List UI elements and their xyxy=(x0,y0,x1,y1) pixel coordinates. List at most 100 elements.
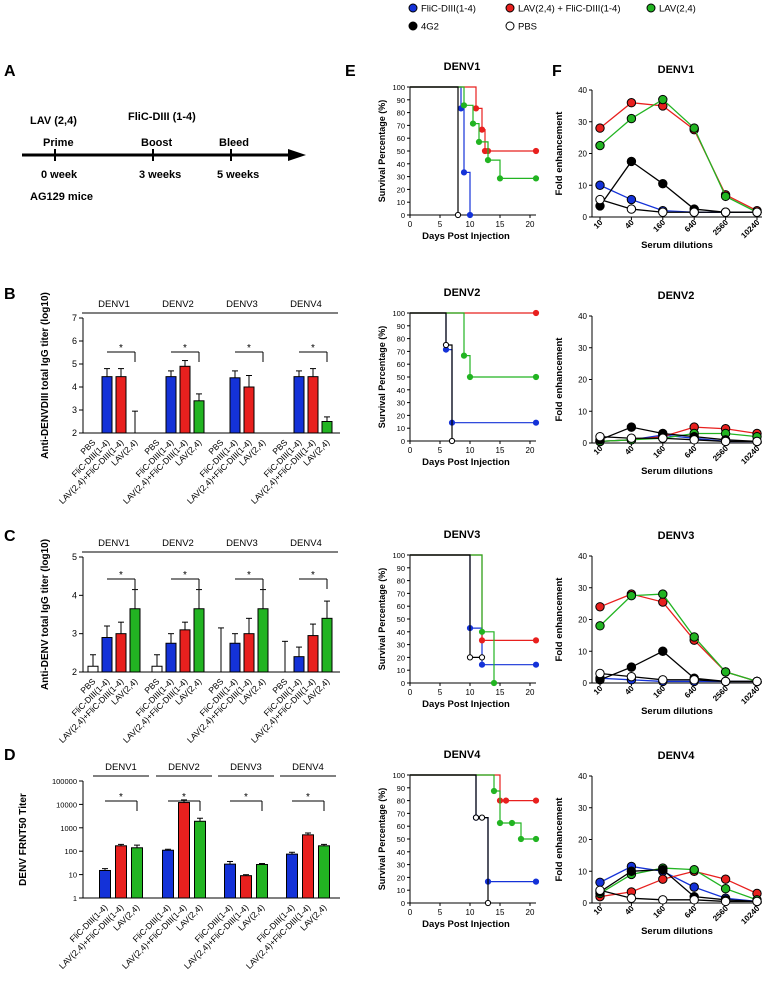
x-tick-label: 0 xyxy=(408,908,413,917)
survival-point xyxy=(478,637,486,644)
bar xyxy=(115,633,127,673)
x-tick-label: 5 xyxy=(438,688,443,697)
legend-marker xyxy=(505,21,515,31)
y-axis-label: Fold enhancement xyxy=(554,111,565,196)
y-tick-label: 1000 xyxy=(60,824,77,833)
x-tick-label: 2560 xyxy=(711,684,730,703)
group-label: DENV3 xyxy=(230,762,262,773)
y-tick-label: 0 xyxy=(401,211,405,220)
x-tick-label: 2560 xyxy=(711,904,730,923)
survival-point xyxy=(532,637,540,644)
enhancement-line xyxy=(599,160,757,213)
enhancement-point xyxy=(595,885,605,895)
x-tick-label: 10 xyxy=(466,446,475,455)
bar xyxy=(307,376,319,434)
bar xyxy=(293,656,305,673)
enhancement-point xyxy=(689,864,699,875)
y-tick-label: 30 xyxy=(578,344,587,353)
enhancement-point xyxy=(626,866,637,876)
x-axis-label: Days Post Injection xyxy=(422,699,510,710)
figure-legend: FliC-DIII(1-4) LAV(2,4) + FliC-DIII(1-4) L… xyxy=(408,3,696,33)
significance-star: * xyxy=(306,792,310,803)
enhancement-line xyxy=(599,436,757,443)
x-tick-label: 15 xyxy=(496,908,505,917)
enhancement-point xyxy=(658,895,668,905)
bar xyxy=(243,633,255,673)
x-tick-label: 10240 xyxy=(739,218,761,240)
timeline-event-label: Boost xyxy=(141,137,173,149)
significance-star: * xyxy=(247,570,251,581)
enhancement-point xyxy=(658,864,668,875)
survival-line xyxy=(410,86,459,215)
x-tick-label: 10 xyxy=(592,904,605,917)
survival-point xyxy=(442,341,450,349)
survival-point xyxy=(532,878,540,885)
enhancement-point xyxy=(658,589,668,599)
y-tick-label: 40 xyxy=(578,312,587,321)
x-tick-label: 0 xyxy=(408,220,413,229)
survival-point xyxy=(496,819,504,827)
enhancement-point xyxy=(752,207,762,217)
survival-point xyxy=(466,373,474,381)
x-axis-label: Days Post Injection xyxy=(422,231,510,242)
bar xyxy=(101,637,113,673)
survival-point xyxy=(532,419,540,426)
enhancement-point xyxy=(595,140,605,151)
y-tick-label: 60 xyxy=(397,134,405,143)
y-axis-label: Fold enhancement xyxy=(554,337,565,422)
x-axis-label: Serum dilutions xyxy=(641,926,713,937)
enhancement-point xyxy=(720,896,731,907)
y-tick-label: 7 xyxy=(72,313,77,323)
bar xyxy=(87,665,99,673)
x-tick-label: 2560 xyxy=(711,218,730,237)
enhancement-point xyxy=(689,123,699,133)
enhancement-point xyxy=(626,893,637,903)
y-axis-label: Survival Percentage (%) xyxy=(377,568,387,671)
survival-point xyxy=(469,120,477,127)
bar xyxy=(131,847,143,899)
legend-label: FliC-DIII(1-4) xyxy=(421,4,476,15)
y-tick-label: 80 xyxy=(397,109,405,118)
survival-point xyxy=(532,835,540,843)
enhancement-point xyxy=(689,207,699,217)
y-tick-label: 5 xyxy=(72,552,77,562)
y-tick-label: 30 xyxy=(578,804,587,813)
timeline-event-time: 3 weeks xyxy=(139,169,181,181)
significance-star: * xyxy=(119,570,123,581)
enhancement-point xyxy=(595,194,605,205)
enhancement-point xyxy=(689,895,699,905)
bar xyxy=(129,608,141,673)
bar xyxy=(193,400,205,434)
enhancement-line xyxy=(599,869,758,903)
survival-point xyxy=(532,309,540,317)
y-tick-label: 90 xyxy=(397,322,405,331)
enhancement-point xyxy=(720,191,731,202)
group-label: DENV3 xyxy=(226,538,258,549)
enhancement-point xyxy=(595,180,605,190)
y-tick-label: 100 xyxy=(392,309,405,318)
y-tick-label: 60 xyxy=(397,602,405,611)
survival-point xyxy=(454,211,462,219)
survival-point xyxy=(460,352,468,359)
group-label: DENV1 xyxy=(105,762,137,773)
significance-star: * xyxy=(119,343,123,354)
y-axis-label: Anti-DENVDIII total IgG titer (log10) xyxy=(40,292,51,459)
x-tick-label: 160 xyxy=(651,218,667,234)
enhancement-point xyxy=(720,884,731,894)
timeline-event-label: Prime xyxy=(43,137,74,149)
bar xyxy=(101,376,113,434)
y-tick-label: 90 xyxy=(397,784,405,793)
subplot-title: DENV1 xyxy=(444,61,481,73)
subplot-title: DENV2 xyxy=(444,287,481,299)
subplot-title: DENV2 xyxy=(658,290,695,302)
bar xyxy=(194,820,206,899)
enhancement-point xyxy=(658,178,668,189)
subplot-title: DENV4 xyxy=(658,750,696,762)
group-label: DENV3 xyxy=(226,299,258,310)
y-tick-label: 10 xyxy=(578,181,587,190)
x-tick-label: 160 xyxy=(651,684,667,700)
enhancement-line xyxy=(599,102,758,212)
bar xyxy=(229,377,241,434)
y-tick-label: 10 xyxy=(397,666,405,675)
